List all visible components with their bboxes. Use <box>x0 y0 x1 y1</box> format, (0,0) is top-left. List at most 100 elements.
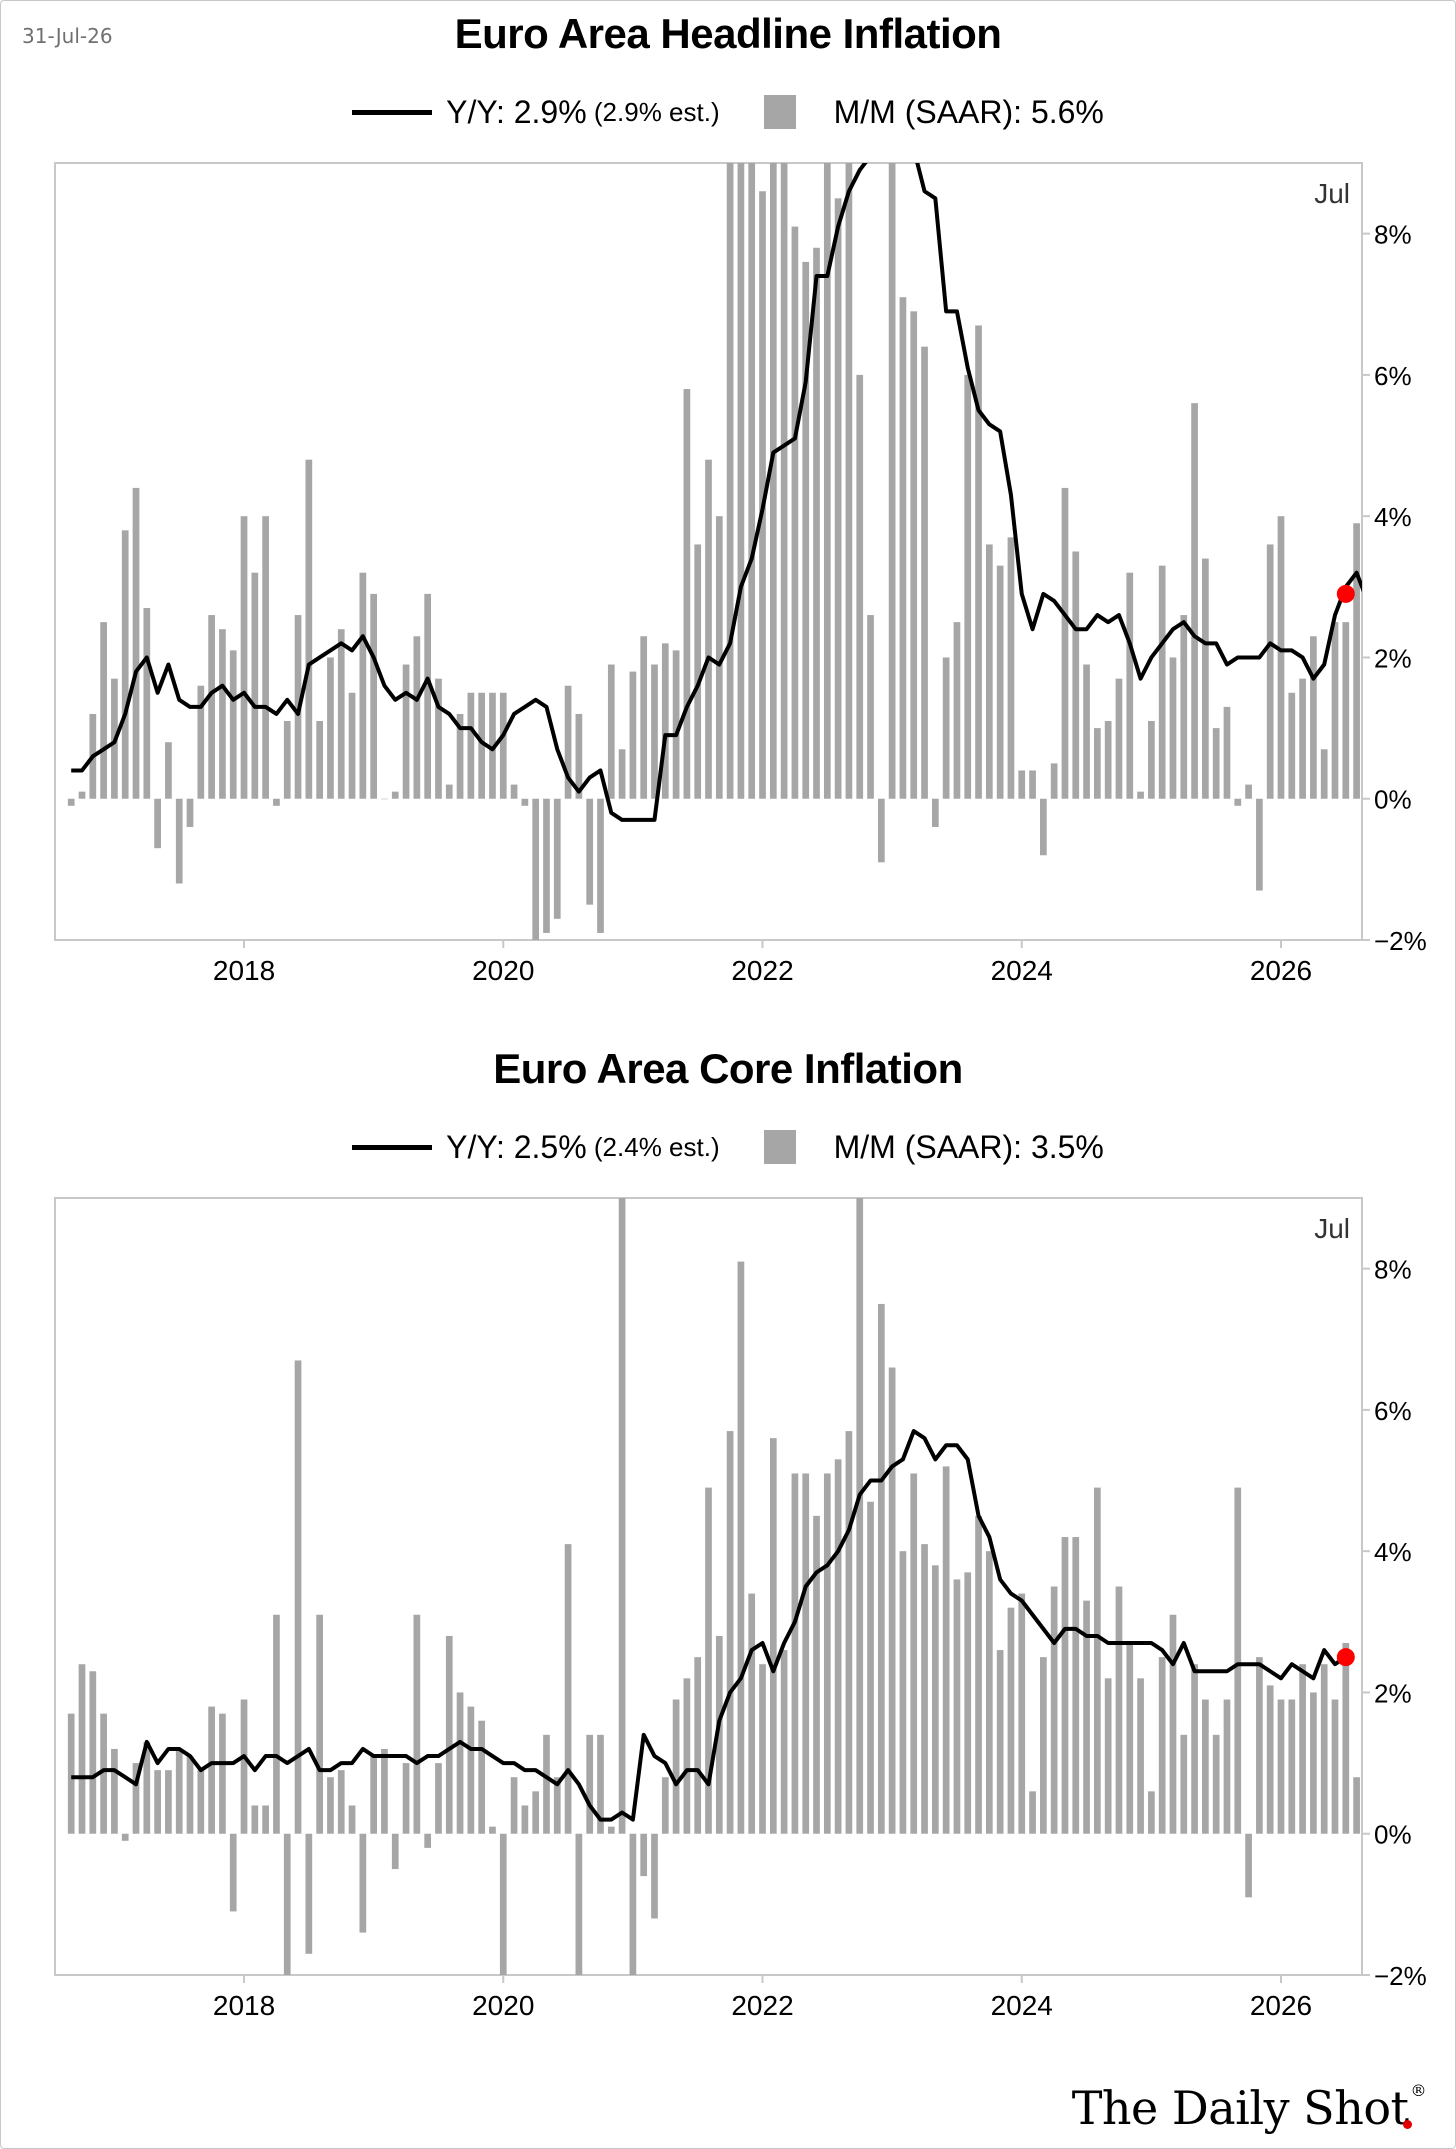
mm-bar <box>942 657 950 799</box>
mm-bar <box>100 1713 107 1834</box>
mm-bar <box>1180 615 1188 799</box>
mm-bar <box>748 1593 756 1834</box>
mm-bar <box>921 1544 928 1834</box>
mm-bar <box>543 798 550 933</box>
mm-bar <box>1061 1537 1069 1834</box>
mm-bar <box>1126 1643 1134 1834</box>
mm-bar <box>769 163 777 799</box>
mm-bar <box>802 1473 810 1834</box>
y-tick-label: 4% <box>1374 502 1412 532</box>
mm-bar <box>899 1551 907 1834</box>
x-tick-label: 2018 <box>213 1990 275 2021</box>
mm-bar <box>1277 516 1285 799</box>
mm-bar <box>1407 1594 1414 1834</box>
x-tick-label: 2022 <box>731 1990 793 2021</box>
core-inflation-plot: −2% 0% 2% 4% 6% 8% 2018 2020 2022 2024 2026 Jul <box>54 1197 1436 2021</box>
y-tick-label: 2% <box>1374 643 1412 673</box>
mm-bar <box>1342 1643 1350 1834</box>
mm-bar <box>132 1763 140 1834</box>
mm-bar <box>975 1515 982 1834</box>
mm-bar <box>726 1431 734 1834</box>
mm-bar <box>1245 1833 1252 1898</box>
mm-bar <box>985 544 993 799</box>
mm-bar <box>996 565 1004 799</box>
mm-bar <box>521 1805 529 1834</box>
mm-bar <box>327 1777 334 1834</box>
mm-bar <box>1094 1487 1101 1834</box>
mm-bar <box>823 1473 831 1834</box>
mm-bar <box>240 1699 248 1834</box>
x-tick-label: 2026 <box>1250 1990 1312 2021</box>
mm-bar <box>575 1833 583 1975</box>
mm-bar <box>1072 1537 1080 1834</box>
mm-bar <box>143 608 151 799</box>
mm-bar <box>586 1734 594 1834</box>
mm-bar <box>618 1198 626 1834</box>
legend: Y/Y: 2.5% (2.4% est.) M/M (SAAR): 3.5% <box>0 1127 1456 1167</box>
mm-bar <box>381 798 388 800</box>
mm-bar <box>1126 572 1134 799</box>
legend-bar-swatch <box>763 95 796 129</box>
chart-title: Euro Area Core Inflation <box>493 1045 963 1092</box>
plot-area <box>54 162 1363 941</box>
mm-bar <box>1083 1600 1090 1834</box>
mm-bar <box>67 1713 75 1834</box>
mm-bar <box>478 692 486 799</box>
brand-logo: The Daily Shot ® <box>1072 2081 1427 2135</box>
mm-bar <box>1223 706 1231 799</box>
mm-bar <box>456 1692 464 1834</box>
mm-bar <box>597 798 604 933</box>
mm-bar <box>294 1360 302 1834</box>
legend-line-estimate: (2.9% est.) <box>587 97 720 128</box>
mm-bar <box>543 1734 550 1834</box>
mm-bar <box>856 374 864 799</box>
mm-bar <box>208 615 215 799</box>
mm-bar <box>402 1763 410 1834</box>
mm-bar <box>953 1579 961 1834</box>
yy-line <box>71 1429 1347 1822</box>
mm-bar <box>219 629 226 799</box>
mm-bar <box>1266 544 1274 799</box>
mm-bar <box>1396 403 1403 799</box>
mm-bar <box>1094 728 1101 799</box>
mm-bar <box>1191 403 1198 799</box>
mm-bar <box>1158 1657 1166 1834</box>
chart-title: Euro Area Headline Inflation <box>454 10 1002 57</box>
mm-bar <box>683 389 691 799</box>
mm-bar <box>845 1431 853 1834</box>
mm-bar <box>791 226 799 799</box>
mm-bar <box>1310 1692 1317 1834</box>
mm-bar <box>1331 622 1339 799</box>
y-tick-label: 0% <box>1374 785 1412 815</box>
mm-bar <box>316 1614 323 1834</box>
mm-bar <box>1212 1734 1220 1834</box>
mm-bar <box>931 798 939 827</box>
mm-bar <box>186 1756 194 1834</box>
mm-bar <box>208 1706 215 1834</box>
mm-bar <box>456 713 464 799</box>
mm-bar <box>1429 1587 1436 1834</box>
mm-bar <box>813 1515 820 1834</box>
mm-bar <box>921 346 928 799</box>
mm-bar <box>705 459 712 799</box>
mm-bar <box>607 664 615 799</box>
mm-bar <box>1266 1685 1274 1834</box>
mm-bar <box>1148 1791 1155 1834</box>
mm-bar <box>467 1706 475 1834</box>
mm-bar <box>1331 1699 1339 1834</box>
mm-bar <box>1104 1678 1112 1834</box>
mm-bar <box>651 1833 658 1919</box>
mm-bar <box>478 1720 486 1834</box>
mm-bar <box>661 1777 669 1834</box>
legend: Y/Y: 2.9% (2.9% est.) M/M (SAAR): 5.6% <box>0 92 1456 132</box>
mm-bar <box>175 1748 183 1834</box>
mm-bar <box>683 1678 691 1834</box>
mm-bar <box>132 487 140 799</box>
line-series <box>71 163 1362 822</box>
bar-series <box>67 1198 1436 1975</box>
mm-bar <box>1418 1742 1425 1834</box>
mm-bar <box>575 713 583 799</box>
mm-bar <box>337 1770 345 1834</box>
mm-bar <box>705 1487 712 1834</box>
mm-bar <box>1234 798 1242 806</box>
